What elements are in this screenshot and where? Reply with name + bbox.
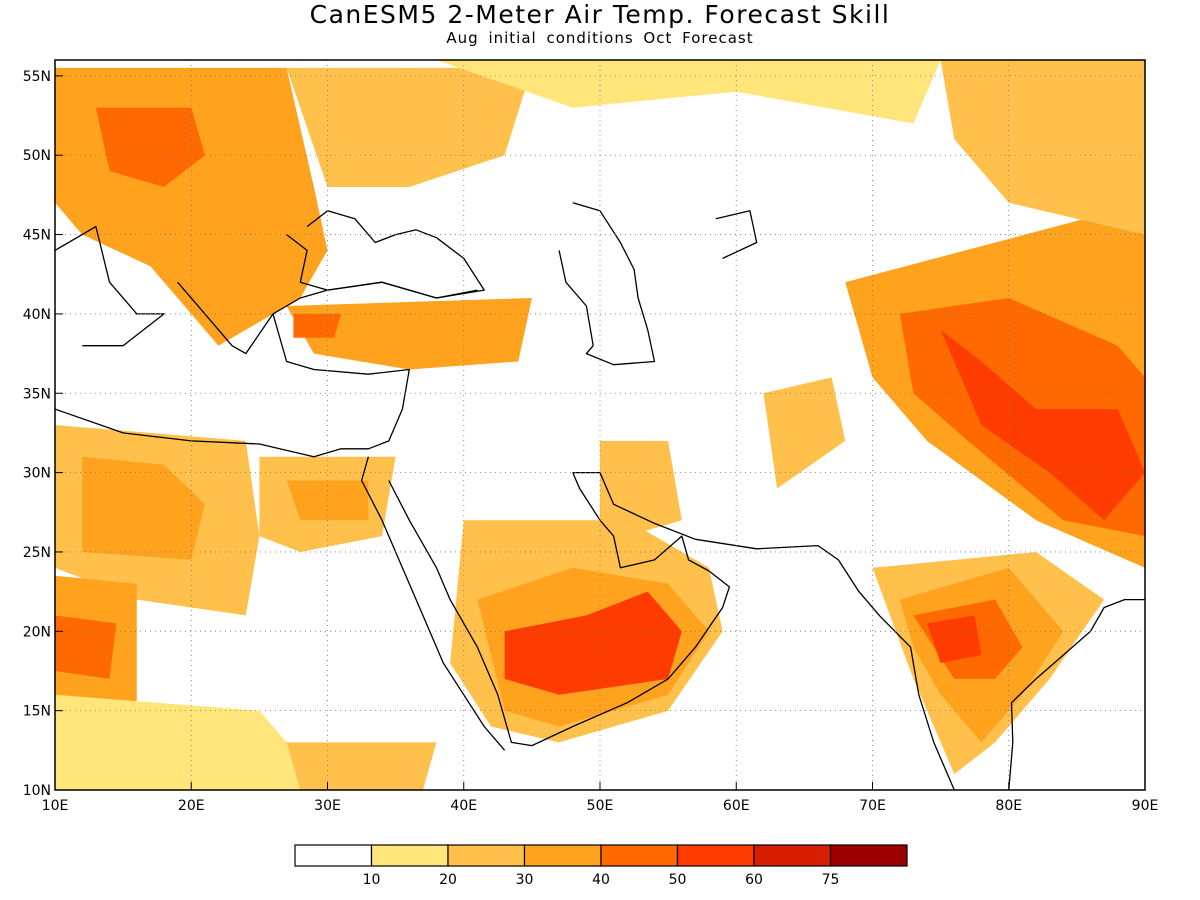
- lat-tick-label: 40N: [23, 307, 51, 323]
- lon-tick-label: 70E: [859, 798, 886, 814]
- skill-region: [286, 742, 437, 790]
- coastline: [55, 225, 165, 347]
- map-subtitle: Aug initial conditions Oct Forecast: [446, 29, 754, 47]
- skill-region: [763, 377, 846, 489]
- legend-swatch: [294, 844, 373, 867]
- skill-region: [286, 298, 532, 370]
- lat-tick-label: 15N: [23, 704, 51, 720]
- lat-tick-label: 20N: [23, 624, 51, 640]
- skill-region: [436, 60, 941, 124]
- legend-label: 30: [516, 872, 534, 888]
- skill-region: [293, 313, 342, 338]
- lat-tick-label: 10N: [23, 783, 51, 799]
- coastline: [360, 456, 506, 751]
- coastline: [572, 471, 955, 790]
- skill-region: [504, 591, 682, 695]
- lon-tick-label: 30E: [314, 798, 341, 814]
- lon-tick-label: 40E: [450, 798, 477, 814]
- lat-tick-label: 30N: [23, 466, 51, 482]
- legend-swatch: [829, 844, 908, 867]
- legend-label: 20: [439, 872, 457, 888]
- gridlines: [55, 60, 1145, 790]
- coastlines: [55, 202, 1145, 790]
- legend-swatch: [600, 844, 679, 867]
- lon-tick-label: 90E: [1132, 798, 1159, 814]
- skill-region: [82, 456, 205, 560]
- lon-tick-label: 80E: [995, 798, 1022, 814]
- axis-ticks: 10E 20E 30E 40E 50E 60E 70E 80E 90E 10N 15N 20N 25N 3…: [23, 69, 1159, 814]
- legend-label: 50: [669, 872, 687, 888]
- skill-region: [95, 107, 205, 187]
- lat-tick-label: 45N: [23, 228, 51, 244]
- legend-label: 40: [592, 872, 610, 888]
- lon-tick-label: 10E: [42, 798, 69, 814]
- lat-tick-label: 50N: [23, 148, 51, 164]
- skill-region: [286, 67, 532, 187]
- skill-region: [940, 60, 1145, 235]
- coastline: [1008, 598, 1145, 790]
- color-legend: 10 20 30 40 50 60 75: [294, 844, 908, 888]
- legend-swatch: [523, 844, 602, 867]
- map-title: CanESM5 2-Meter Air Temp. Forecast Skill: [309, 0, 891, 29]
- lat-tick-label: 35N: [23, 386, 51, 402]
- skill-region: [55, 615, 117, 679]
- coastline: [55, 313, 410, 458]
- lon-tick-label: 50E: [587, 798, 614, 814]
- legend-swatch: [447, 844, 526, 867]
- lat-tick-label: 55N: [23, 69, 51, 85]
- legend-label: 75: [822, 872, 840, 888]
- skill-region: [927, 615, 982, 663]
- coastline: [286, 210, 485, 299]
- legend-swatch: [753, 844, 832, 867]
- legend-label: 10: [363, 872, 381, 888]
- legend-swatch: [676, 844, 755, 867]
- skill-region: [600, 440, 682, 537]
- lat-tick-label: 25N: [23, 545, 51, 561]
- skill-region: [940, 329, 1145, 521]
- legend-swatch: [370, 844, 449, 867]
- coastline: [558, 202, 656, 366]
- lon-tick-label: 20E: [178, 798, 205, 814]
- skill-region: [55, 694, 328, 790]
- legend-label: 60: [745, 872, 763, 888]
- lon-tick-label: 60E: [723, 798, 750, 814]
- coastline: [388, 472, 731, 747]
- coastline: [715, 210, 758, 259]
